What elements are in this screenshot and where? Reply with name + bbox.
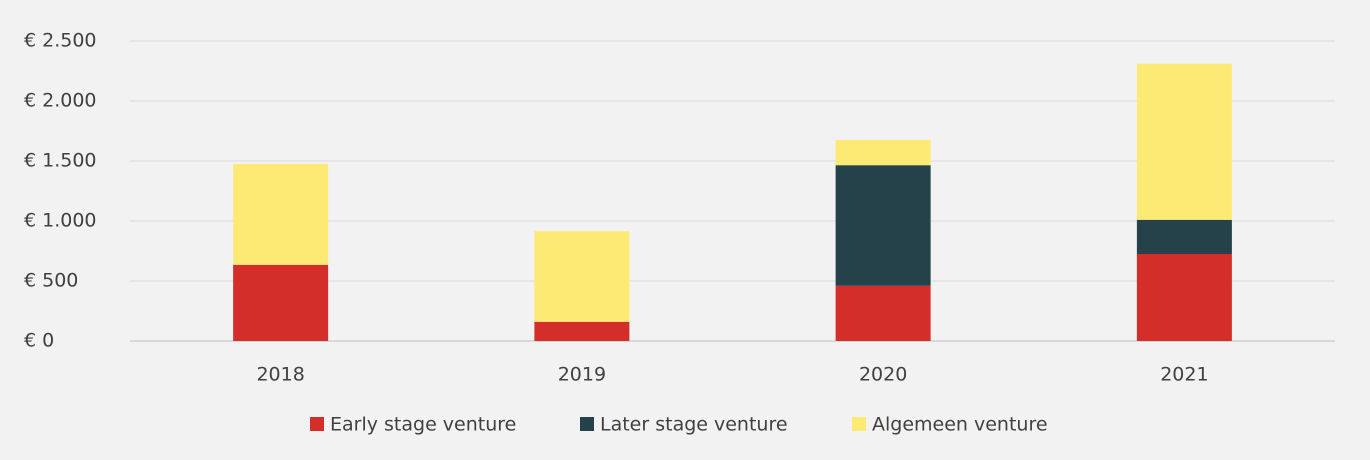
y-tick-label: € 500 [24,270,78,292]
bar-segment [534,231,630,322]
bar-segment [1136,254,1232,341]
legend-swatch [580,417,594,431]
legend-label: Early stage venture [330,414,516,436]
legend-swatch [310,417,324,431]
legend-label: Algemeen venture [872,414,1048,436]
bar-segment [233,164,329,265]
y-tick-label: € 2.000 [24,90,97,112]
y-tick-label: € 2.500 [24,30,97,52]
bar-segment [534,321,630,341]
x-tick-label: 2018 [256,364,304,386]
legend-swatch [852,417,866,431]
bar-segment [835,285,931,341]
bar-segment [233,264,329,341]
x-tick-label: 2021 [1160,364,1208,386]
bar-segment [1136,219,1232,254]
y-tick-label: € 1.000 [24,210,97,232]
bar-segment [835,140,931,166]
y-tick-label: € 0 [24,330,54,352]
legend-label: Later stage venture [600,414,788,436]
x-tick-label: 2020 [859,364,907,386]
bar-segment [1136,63,1232,220]
y-tick-label: € 1.500 [24,150,97,172]
x-tick-label: 2019 [558,364,606,386]
bar-segment [835,165,931,286]
